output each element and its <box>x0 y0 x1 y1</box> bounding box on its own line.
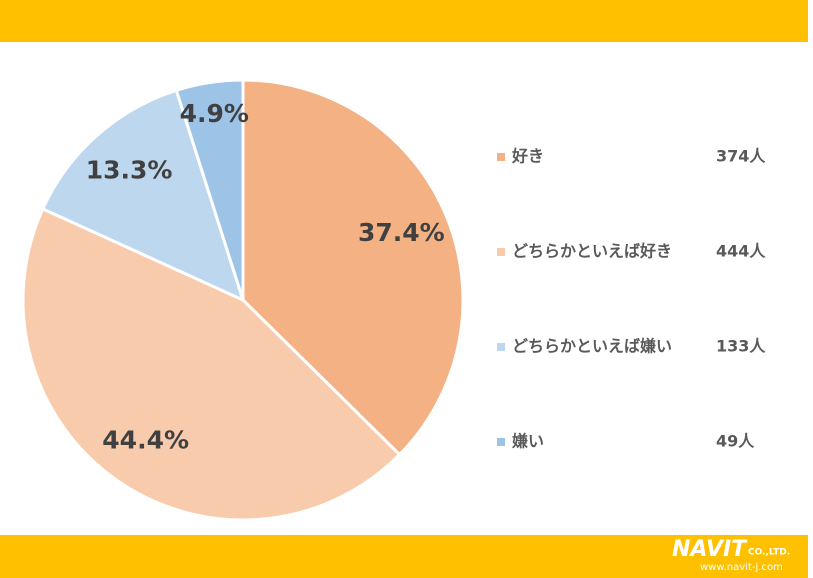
legend-label: どちらかといえば嫌い <box>512 337 672 356</box>
company: CO.,LTD. <box>748 548 790 558</box>
logo: NAVIT <box>672 537 748 562</box>
count-label: 133人 <box>716 337 766 356</box>
legend-label: どちらかといえば好き <box>512 242 672 261</box>
count-label: 49人 <box>716 432 755 451</box>
pie-slice <box>174 78 245 301</box>
count-label: 444人 <box>716 242 766 261</box>
slice-label: 44.4% <box>102 425 189 454</box>
legend-marker <box>497 248 505 256</box>
top-band <box>0 0 808 42</box>
legend-marker <box>497 343 505 351</box>
legend-label: 嫌い <box>511 432 544 451</box>
slice-label: 13.3% <box>86 156 173 185</box>
pie-slice <box>21 206 402 522</box>
bottom-band <box>0 535 808 578</box>
count-label: 374人 <box>716 147 766 166</box>
url: www.navit-j.com <box>700 562 783 573</box>
legend-label: 好き <box>511 147 544 166</box>
legend-marker <box>497 153 505 161</box>
pie-slice <box>241 78 465 457</box>
slice-label: 4.9% <box>180 99 249 128</box>
slice-label: 37.4% <box>358 218 445 247</box>
legend-marker <box>497 438 505 446</box>
